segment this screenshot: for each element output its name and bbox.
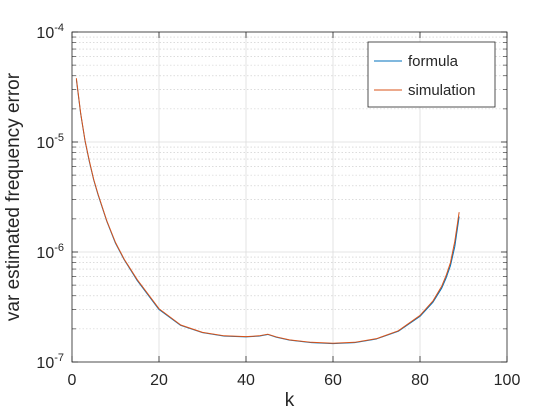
y-tick-label: 10-4 (36, 22, 64, 42)
x-tick-label: 60 (324, 372, 342, 389)
y-tick-label: 10-6 (36, 242, 64, 262)
legend-label-formula: formula (408, 53, 459, 70)
legend-label-simulation: simulation (408, 82, 476, 99)
x-tick-label: 80 (411, 372, 429, 389)
x-tick-label: 40 (237, 372, 255, 389)
plot-frame (71, 31, 508, 363)
series-line-simulation (75, 78, 460, 344)
legend-box (367, 41, 496, 108)
ticks (71, 31, 508, 363)
x-tick-label: 100 (494, 372, 521, 389)
tick-labels: 10-7 10-6 10-5 10-4 0 20 40 60 80 100 (36, 22, 520, 389)
x-tick-label: 20 (150, 372, 168, 389)
series-group (75, 78, 460, 345)
x-tick-label: 0 (68, 372, 77, 389)
y-tick-label: 10-5 (36, 132, 64, 152)
y-tick-label: 10-7 (36, 352, 64, 372)
legend: formula simulation (367, 41, 496, 108)
x-axis-title: k (285, 390, 295, 411)
y-axis-title: var estimated frequency error (3, 72, 24, 321)
